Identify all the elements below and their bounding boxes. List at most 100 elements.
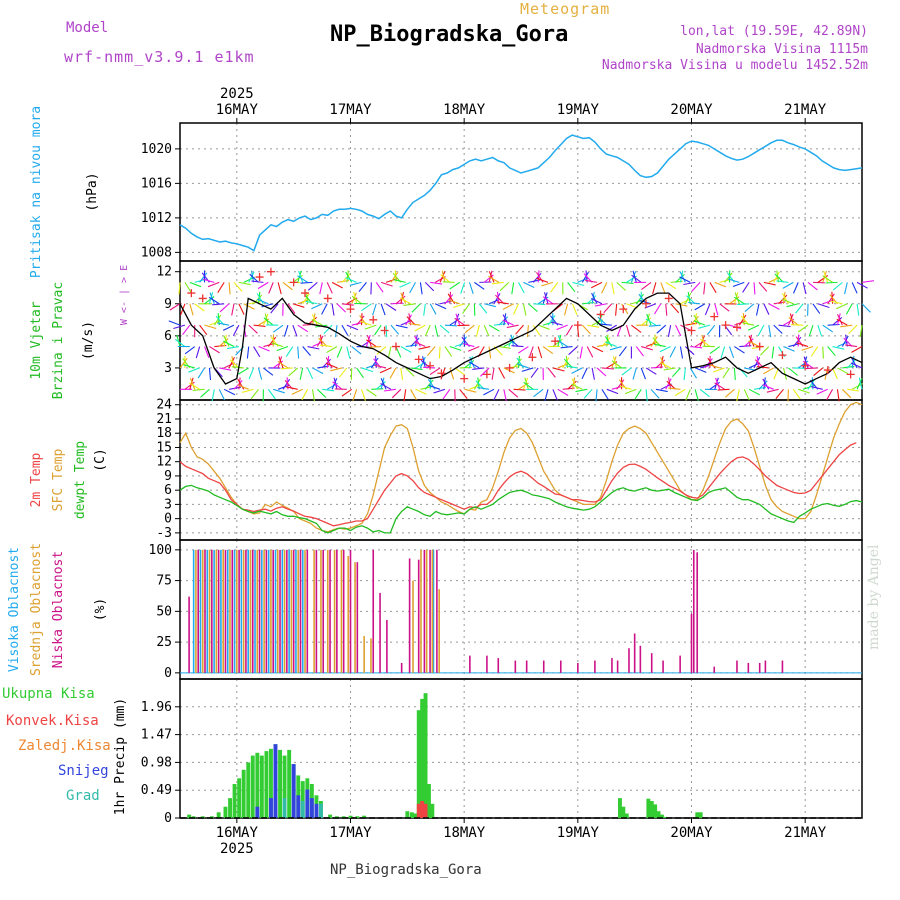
wind-barb: [444, 346, 453, 357]
wind-barb: [424, 324, 431, 337]
pressure-unit: (hPa): [85, 172, 100, 211]
wind-barb: [844, 282, 848, 295]
graupel-bar: [300, 801, 305, 818]
wind-barb: [318, 337, 328, 347]
cloud-ytick-label: 75: [156, 574, 172, 589]
wind-barb: [263, 317, 274, 326]
wind-barb: [792, 282, 799, 294]
wind-barb: [349, 281, 362, 286]
wind-marker: [437, 369, 446, 378]
wind-barb: [699, 388, 710, 398]
wind-barb: [288, 367, 299, 377]
wind-barb: [438, 346, 441, 359]
wind-marker: [755, 342, 764, 351]
wind-barb: [547, 315, 556, 326]
wind-barb: [264, 313, 269, 326]
wind-barb: [320, 344, 333, 348]
wind-barb: [418, 346, 431, 350]
wind-barb: [688, 301, 701, 305]
wind-barb: [845, 303, 853, 315]
wind-barb: [238, 367, 249, 375]
wind-barb: [442, 388, 451, 400]
wind-barb: [668, 387, 681, 390]
wind-barb: [444, 324, 457, 327]
wind-barb: [704, 303, 711, 316]
wind-barb: [645, 389, 648, 402]
wind-barb: [336, 303, 346, 313]
wind-barb: [532, 324, 541, 336]
wind-barb: [488, 346, 492, 359]
total-precip-bar: [618, 798, 622, 818]
wind-barb: [302, 293, 310, 305]
wind-barb: [836, 389, 840, 402]
wind-barb: [346, 346, 351, 359]
wind-barb: [403, 389, 407, 402]
wind-barb: [727, 278, 740, 283]
wind-barb: [204, 346, 210, 358]
wind-direction-label: W <- | > E: [119, 265, 130, 325]
wind-barb: [836, 318, 848, 326]
wind-barb: [758, 282, 768, 292]
precip-legend-5: Grad: [66, 788, 100, 804]
wind-barb: [832, 346, 845, 350]
wind-barb: [312, 367, 324, 375]
wind-barb: [679, 346, 684, 359]
wind-barb: [660, 355, 664, 369]
temperature-ytick-label: -3: [156, 526, 172, 541]
wind-barb: [760, 346, 770, 356]
wind-barb: [302, 346, 311, 356]
wind-barb: [742, 282, 750, 293]
wind-barb: [189, 303, 194, 316]
wind-barb: [665, 303, 668, 316]
wind-barb: [414, 324, 426, 332]
wind-barb: [369, 345, 382, 348]
wind-barb: [503, 389, 507, 402]
wind-barb: [307, 367, 314, 380]
wind-barb: [411, 303, 421, 313]
wind-marker: [391, 342, 400, 351]
wind-barb: [826, 389, 834, 401]
wind-barb: [223, 388, 236, 396]
wind-barb: [292, 324, 298, 337]
wind-barb: [248, 271, 255, 283]
wind-barb: [299, 367, 304, 380]
wind-barb: [311, 389, 315, 402]
wind-barb: [556, 324, 568, 331]
wind-barb: [195, 346, 201, 359]
wind-barb: [601, 367, 614, 370]
top-xtick-label: 16MAY: [216, 102, 259, 118]
wind-barb: [208, 296, 220, 305]
wind-barb: [763, 377, 766, 390]
wind-barb: [532, 272, 542, 283]
wind-barb: [263, 367, 274, 376]
wind-barb: [653, 343, 666, 348]
wind-barb: [419, 282, 423, 295]
wind-barb: [460, 282, 466, 294]
wind-barb: [798, 388, 810, 394]
wind-barb: [358, 282, 367, 293]
temperature-ytick-label: 12: [156, 455, 172, 470]
wind-barb: [537, 346, 543, 359]
wind-unit: (m/s): [81, 321, 96, 360]
wind-barb: [603, 303, 613, 314]
wind-barb: [346, 270, 349, 283]
wind-barb: [352, 389, 358, 401]
wind-barb: [184, 282, 192, 293]
wind-barb: [618, 346, 627, 357]
wind-barb: [708, 363, 720, 369]
wind-barb: [341, 324, 349, 336]
wind-barb: [571, 367, 583, 374]
wind-barb: [836, 313, 843, 326]
wind-barb: [395, 346, 402, 358]
precip-panel: 0 0.49 0.98 1.47 1.96: [141, 678, 863, 826]
wind-barb: [474, 281, 485, 290]
wind-barb: [405, 314, 412, 326]
wind-barb: [366, 388, 377, 397]
wind-barb: [410, 389, 417, 401]
wind-barb: [499, 281, 510, 292]
total-precip-bar: [656, 811, 661, 818]
wind-barb: [605, 341, 617, 348]
wind-barb: [272, 324, 284, 333]
wind-barb: [173, 324, 186, 330]
wind-marker: [778, 351, 787, 360]
